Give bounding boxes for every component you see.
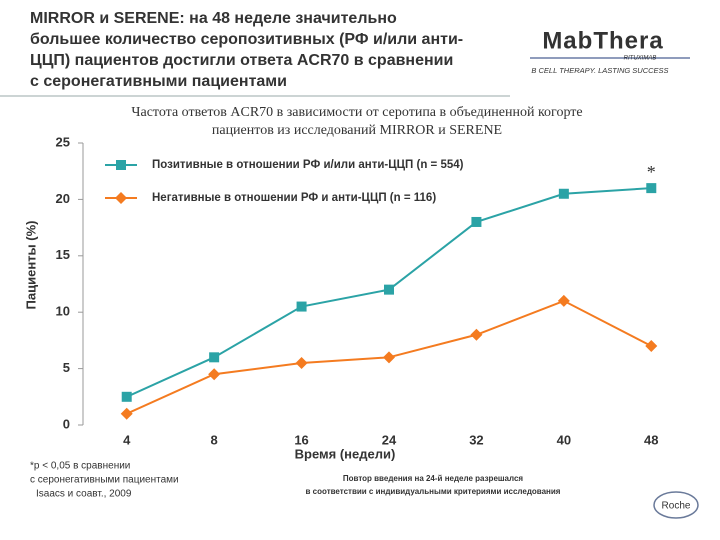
x-tick-label: 40	[557, 432, 571, 447]
y-axis-label: Пациенты (%)	[23, 221, 38, 310]
x-tick-label: 24	[382, 432, 397, 447]
x-tick-label: 8	[211, 432, 218, 447]
annotation: *	[647, 162, 656, 182]
legend-label: Позитивные в отношении РФ и/или анти-ЦЦП…	[152, 159, 464, 171]
data-point	[121, 391, 132, 402]
footnote: с серонегативными пациентами	[30, 475, 179, 486]
footnote: *p < 0,05 в сравнении	[30, 461, 130, 472]
data-point	[558, 188, 569, 199]
y-tick-label: 0	[63, 416, 70, 431]
chart-title: пациентов из исследований MIRROR и SEREN…	[212, 123, 502, 138]
roche-logo	[653, 491, 699, 519]
slide-title: с серонегативными пациентами	[30, 73, 287, 90]
logo-slogan: B CELL THERAPY. LASTING SUCCESS	[531, 66, 668, 75]
note: Повтор введения на 24-й неделе разрешалс…	[343, 474, 524, 483]
note: в соответствии с индивидуальными критери…	[306, 487, 561, 496]
data-point	[295, 356, 308, 369]
x-axis-label: Время (недели)	[295, 446, 396, 461]
x-tick-label: 48	[644, 432, 658, 447]
data-point	[120, 407, 133, 420]
logo-brand: MabThera	[542, 27, 663, 54]
data-point	[557, 294, 570, 307]
x-tick-label: 16	[294, 432, 308, 447]
y-tick-label: 5	[63, 360, 70, 375]
slide-title: ЦЦП) пациентов достигли ответа ACR70 в с…	[30, 52, 453, 69]
legend-marker	[115, 192, 127, 204]
slide-title: MIRROR и SERENE: на 48 неделе значительн…	[30, 10, 397, 27]
y-tick-label: 20	[56, 191, 70, 206]
slide-title: большее количество серопозитивных (РФ и/…	[30, 31, 463, 48]
data-point	[208, 368, 221, 381]
chart-title: Частота ответов ACR70 в зависимости от с…	[131, 105, 582, 120]
footnote: Isaacs и соавт., 2009	[36, 489, 132, 500]
logo-sub: RITUXIMAB	[624, 56, 657, 62]
data-point	[645, 340, 658, 353]
x-tick-label: 32	[469, 432, 483, 447]
roche-text: Roche	[662, 501, 691, 512]
data-point	[296, 301, 307, 312]
data-point	[384, 284, 394, 295]
legend-marker	[116, 160, 126, 170]
legend-label: Негативные в отношении РФ и анти-ЦЦП (n …	[152, 192, 436, 204]
y-tick-label: 10	[56, 304, 70, 319]
data-point	[383, 351, 395, 364]
data-point	[209, 352, 220, 363]
y-tick-label: 15	[56, 247, 70, 262]
x-tick-label: 4	[123, 432, 131, 447]
data-point	[470, 328, 483, 341]
y-tick-label: 25	[56, 134, 70, 149]
data-point	[646, 183, 657, 194]
data-point	[471, 216, 482, 227]
